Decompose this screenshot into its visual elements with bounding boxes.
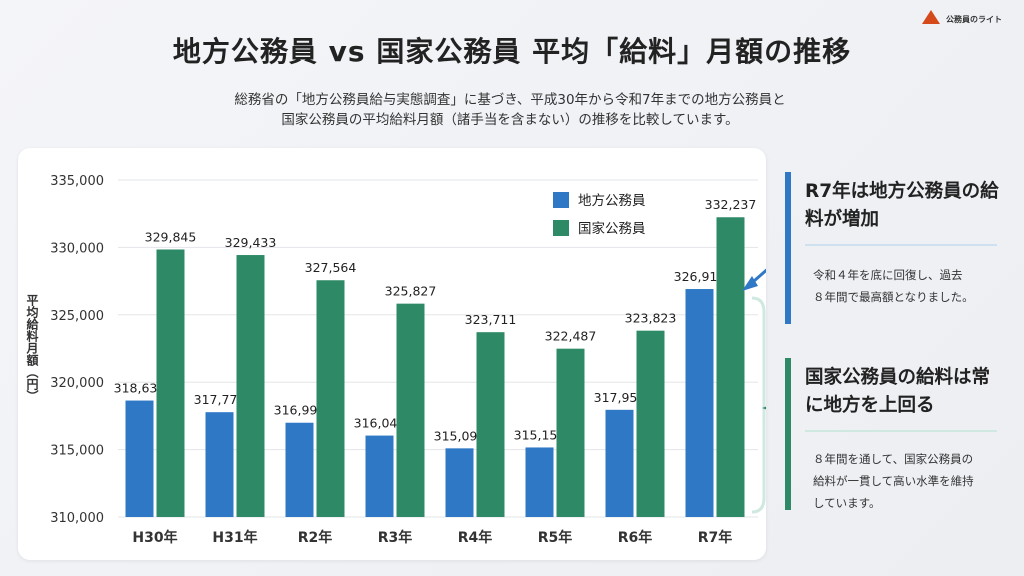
y-tick-label: 310,000 [50, 511, 104, 526]
data-label: 316,993 [274, 403, 326, 418]
bar-local [365, 435, 394, 517]
body-line: しています。 [813, 496, 881, 510]
data-label: 317,951 [594, 390, 646, 405]
bar-national [396, 303, 425, 517]
data-label: 325,827 [385, 284, 437, 299]
bracket-pointer-icon [762, 406, 766, 410]
bar-local [605, 409, 634, 517]
chart-panel: 310,000 315,000 320,000 325,000 330,000 335,0… [18, 148, 766, 560]
body-line: ８年間で最高額となりました。 [813, 290, 974, 304]
arrow-head-icon [742, 276, 758, 291]
page-title: 地方公務員 vs 国家公務員 平均「給料」月額の推移 [172, 35, 852, 68]
bar-local [205, 412, 234, 517]
logo: 公務員のライト [918, 6, 1018, 26]
data-label: 327,564 [305, 260, 357, 275]
y-tick-label: 330,000 [50, 241, 104, 256]
card-body: ８年間を通して、国家公務員の 給料が一貫して高い水準を維持 しています。 [805, 438, 1001, 524]
y-tick-label: 315,000 [50, 444, 104, 459]
data-label: 318,639 [114, 381, 166, 396]
data-label: 332,237 [705, 197, 757, 212]
logo-mark-icon [922, 10, 940, 24]
bar-national [636, 330, 665, 517]
y-tick-label: 335,000 [50, 174, 104, 189]
accent-bar [785, 358, 791, 510]
body-line: ８年間を通して、国家公務員の [813, 452, 974, 466]
bar-local [125, 400, 154, 517]
data-label: 322,487 [545, 329, 597, 344]
data-label: 316,040 [354, 416, 406, 431]
bar-national [476, 332, 505, 517]
data-label: 323,711 [465, 312, 517, 327]
bracket [751, 296, 766, 514]
bar-local [445, 448, 474, 517]
x-tick-label: R5年 [538, 529, 573, 546]
x-tick-label: R7年 [698, 529, 733, 546]
bar-local [285, 422, 314, 517]
x-tick-label: R3年 [378, 529, 413, 546]
accent-bar [785, 172, 791, 324]
x-tick-label: H31年 [212, 529, 257, 546]
data-label: 326,911 [674, 269, 726, 284]
body-line: 令和４年を底に回復し、過去 [813, 268, 963, 282]
x-tick-label: H30年 [132, 529, 177, 546]
card-title: 国家公務員の給料は常に地方を上回る [805, 367, 991, 416]
y-tick-label: 325,000 [50, 309, 104, 324]
divider [805, 244, 997, 246]
data-label: 317,775 [194, 392, 246, 407]
x-tick-label: R4年 [458, 529, 493, 546]
callout-card-1: R7年は地方公務員の給料が増加 令和４年を底に回復し、過去 ８年間で最高額となり… [785, 172, 999, 332]
bar-national [236, 255, 265, 517]
legend-label: 国家公務員 [578, 220, 646, 237]
legend-swatch [553, 192, 569, 208]
bar-national [316, 280, 345, 517]
bar-local [685, 289, 714, 517]
bar-chart: 310,000 315,000 320,000 325,000 330,000 335,0… [25, 174, 766, 546]
divider [805, 430, 997, 432]
subtitle: 総務省の「地方公務員給与実態調査」に基づき、平成30年から令和7年までの地方公務… [150, 90, 870, 130]
bar-national [716, 217, 745, 517]
bar-local [525, 447, 554, 517]
legend-swatch [553, 220, 569, 236]
x-tick-label: R6年 [618, 529, 653, 546]
y-tick-label: 320,000 [50, 376, 104, 391]
subtitle-line: 総務省の「地方公務員給与実態調査」に基づき、平成30年から令和7年までの地方公務… [234, 92, 786, 108]
logo-text: 公務員のライト [946, 15, 1002, 24]
bar-national [556, 348, 585, 517]
subtitle-line: 国家公務員の平均給料月額（諸手当を含まない）の推移を比較しています。 [281, 112, 739, 128]
x-tick-label: R2年 [298, 529, 333, 546]
data-label: 315,093 [434, 428, 486, 443]
body-line: 給料が一貫して高い水準を維持 [813, 474, 974, 488]
y-axis-label: 平均給料月額（円） [25, 294, 39, 402]
legend-label: 地方公務員 [578, 193, 646, 209]
card-body: 令和４年を底に回復し、過去 ８年間で最高額となりました。 [805, 254, 1001, 352]
bar-national [156, 249, 185, 517]
data-label: 323,823 [625, 311, 677, 326]
callout-card-2: 国家公務員の給料は常に地方を上回る ８年間を通して、国家公務員の 給料が一貫して… [785, 358, 997, 518]
card-title: R7年は地方公務員の給料が増加 [805, 181, 999, 230]
data-label: 315,159 [514, 427, 566, 442]
data-label: 329,433 [225, 235, 277, 250]
data-label: 329,845 [145, 229, 197, 244]
